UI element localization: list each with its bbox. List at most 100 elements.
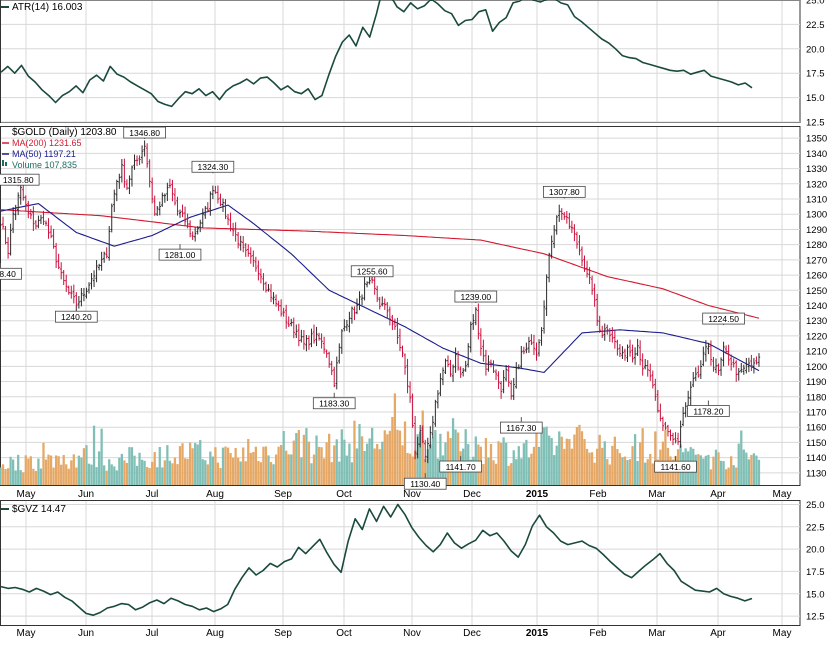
- volume-bar: [194, 442, 197, 485]
- volume-bar: [401, 445, 404, 485]
- price-ytick-label: 1240: [806, 301, 827, 312]
- volume-bar: [234, 448, 237, 485]
- volume-bar: [9, 456, 12, 485]
- volume-bar: [328, 433, 331, 485]
- gvz-ytick-label: 12.5: [806, 612, 825, 623]
- volume-bar: [699, 455, 702, 485]
- volume-bar: [199, 440, 202, 485]
- volume-bar: [340, 429, 343, 485]
- volume-bar: [608, 464, 611, 485]
- volume-bar: [456, 432, 460, 485]
- volume-bar: [616, 449, 619, 485]
- volume-bar: [530, 453, 533, 485]
- price-month-label: Aug: [206, 489, 224, 500]
- volume-bar: [545, 426, 548, 485]
- ma50-legend: MA(50) 1197.21: [12, 149, 76, 159]
- volume-bar: [54, 455, 58, 485]
- volume-bar: [305, 428, 308, 485]
- volume-bar: [750, 455, 753, 485]
- annotation-box: [687, 405, 730, 417]
- volume-bar: [563, 448, 566, 485]
- volume-bar: [87, 463, 91, 485]
- volume-bar: [168, 460, 172, 485]
- volume-bar: [171, 463, 174, 485]
- volume-bar: [188, 442, 192, 485]
- volume-bar: [95, 467, 98, 485]
- volume-bar: [525, 439, 528, 485]
- annotation-label: 1167.30: [506, 423, 536, 433]
- volume-bar: [697, 454, 700, 485]
- volume-bar: [247, 439, 250, 485]
- volume-bar: [596, 448, 599, 485]
- volume-bar: [181, 443, 184, 485]
- volume-bar: [140, 459, 144, 485]
- volume-swatch: [2, 160, 4, 166]
- volume-bar: [173, 457, 177, 485]
- annotation-label: 1255.60: [357, 267, 388, 277]
- volume-bar: [373, 448, 376, 485]
- volume-bar: [714, 449, 718, 485]
- volume-bar: [103, 465, 106, 485]
- volume-bar: [355, 448, 359, 485]
- volume-bar: [510, 463, 513, 485]
- volume-bar: [454, 429, 457, 485]
- volume-bar: [702, 458, 705, 485]
- price-ytick-label: 1220: [806, 331, 827, 342]
- price-ytick-label: 1320: [806, 179, 827, 190]
- volume-bar: [39, 468, 43, 485]
- volume-bar: [90, 464, 93, 485]
- gvz-frame: [0, 500, 801, 626]
- volume-bar: [421, 410, 424, 485]
- volume-bar: [302, 434, 306, 485]
- gvz-month-label: Dec: [463, 628, 481, 639]
- volume-bar: [133, 455, 136, 485]
- gvz-month-label: 2015: [526, 628, 549, 639]
- volume-bar: [108, 459, 111, 485]
- volume-bar: [209, 451, 212, 485]
- moving-averages: [0, 203, 760, 373]
- volume-bar: [300, 457, 303, 485]
- price-month-label: Jul: [146, 489, 159, 500]
- annotation-box: [542, 185, 586, 198]
- volume-bar: [358, 424, 361, 485]
- volume-bar: [603, 441, 606, 485]
- volume-bar: [92, 425, 96, 485]
- volume-bar: [411, 456, 414, 485]
- price-ytick-label: 1140: [806, 453, 826, 464]
- volume-bar: [553, 455, 556, 485]
- volume-bar: [242, 447, 245, 485]
- price-month-label: 2015: [526, 489, 549, 500]
- volume-bar: [644, 462, 647, 485]
- volume-bar: [315, 435, 318, 485]
- atr-ytick-label: 15.0: [806, 93, 825, 104]
- price-bars: [0, 140, 761, 464]
- volume-bar: [252, 452, 255, 485]
- volume-bar: [292, 440, 295, 485]
- volume-bar: [623, 456, 627, 485]
- volume-bar: [371, 427, 374, 485]
- volume-bar: [636, 460, 639, 485]
- volume-bar: [350, 462, 354, 485]
- volume-bar: [613, 436, 616, 485]
- gvz-month-label: May: [773, 628, 792, 639]
- annotation-label: 1315.80: [3, 175, 34, 185]
- volume-bar: [264, 446, 268, 485]
- volume-bar: [216, 462, 220, 485]
- gvz-month-label: Apr: [710, 628, 726, 639]
- volume-bar: [704, 455, 708, 485]
- volume-bar: [226, 447, 230, 485]
- volume-bar: [497, 441, 500, 485]
- volume-bar: [320, 447, 323, 485]
- gvz-ytick-label: 20.0: [806, 545, 825, 556]
- volume-bar: [631, 446, 634, 485]
- volume-bar: [282, 431, 285, 485]
- volume-bar: [135, 465, 139, 485]
- volume-bar: [512, 450, 515, 485]
- gvz-ytick-label: 15.0: [806, 589, 825, 600]
- volume-bar: [646, 459, 649, 485]
- volume-bar: [520, 458, 523, 485]
- volume-bar: [360, 436, 364, 485]
- volume-bar: [492, 460, 495, 485]
